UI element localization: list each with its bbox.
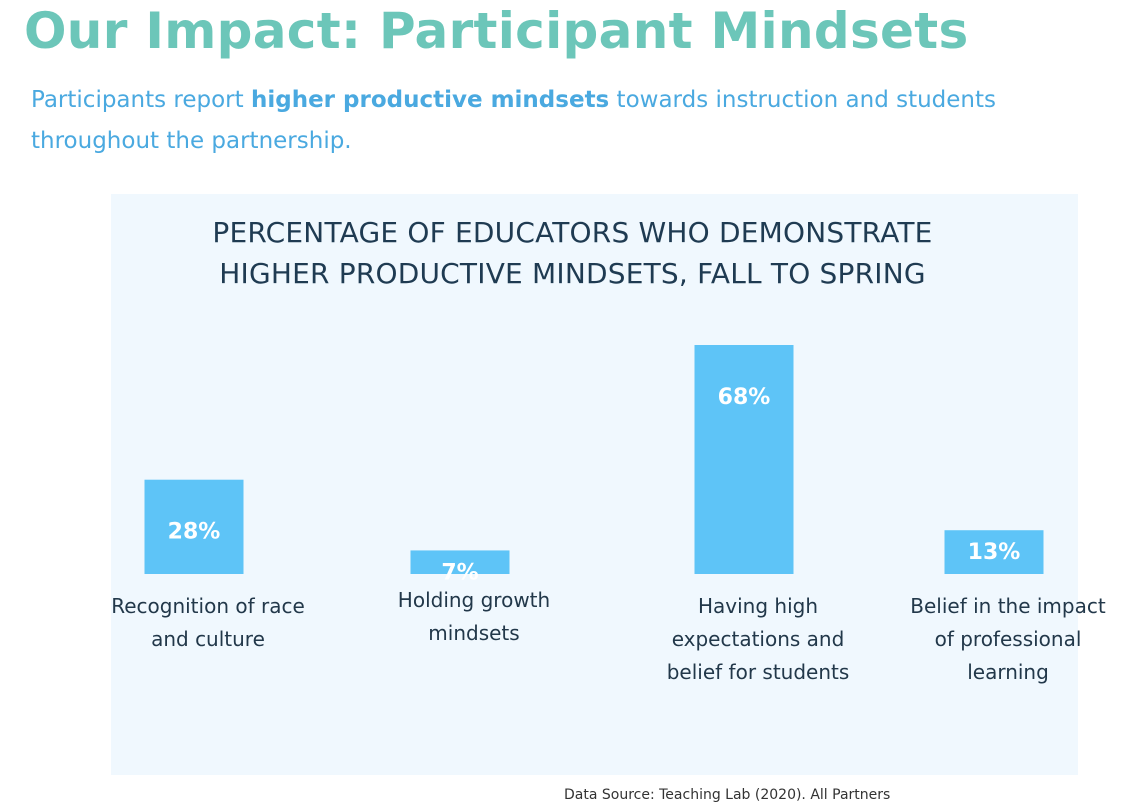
page-title: Our Impact: Participant Mindsets: [24, 2, 969, 60]
bar-2: [410, 550, 510, 574]
bar-1: [144, 479, 244, 574]
category-label-4: Belief in the impact of professional lea…: [910, 594, 1106, 684]
bar-value-label-3: 68%: [718, 385, 771, 410]
bar-4: [944, 530, 1044, 574]
bar-3: [694, 345, 794, 574]
data-source: Data Source: Teaching Lab (2020). All Pa…: [564, 787, 891, 803]
page-subtitle: Participants report higher productive mi…: [31, 80, 1101, 162]
category-label-1: Recognition of race and culture: [111, 594, 305, 651]
subtitle-tail: towards instruction and students through…: [31, 87, 997, 154]
subtitle-lead: Participants report: [31, 87, 251, 113]
chart-title-line-2: HIGHER PRODUCTIVE MINDSETS, FALL TO SPRI…: [219, 257, 926, 290]
category-label-3: Having high expectations and belief for …: [666, 594, 850, 684]
chart-panel: [111, 194, 1078, 775]
chart-title-line-1: PERCENTAGE OF EDUCATORS WHO DEMONSTRATE: [212, 216, 933, 249]
subtitle-emphasis: higher productive mindsets: [250, 87, 610, 113]
bar-value-label-1: 28%: [168, 520, 221, 545]
bar-value-label-4: 13%: [968, 540, 1021, 565]
bar-value-label-2: 7%: [441, 560, 478, 585]
chart-title: PERCENTAGE OF EDUCATORS WHO DEMONSTRATE …: [0, 212, 1128, 294]
category-label-2: Holding growth mindsets: [397, 588, 551, 645]
